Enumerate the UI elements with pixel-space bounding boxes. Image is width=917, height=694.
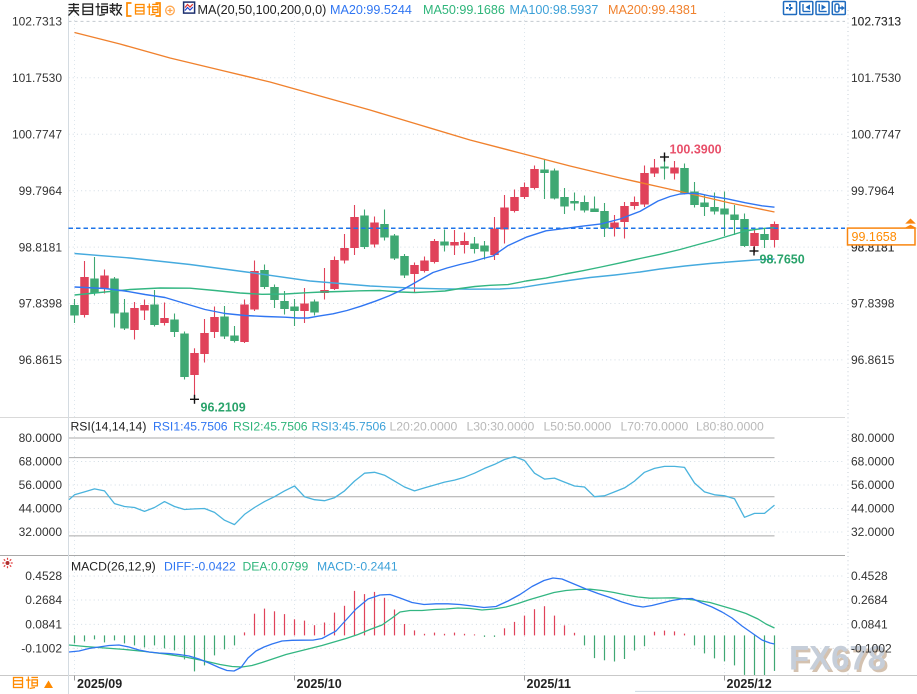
svg-text:RSI1:45.7506: RSI1:45.7506 — [153, 420, 228, 434]
svg-text:0.2684: 0.2684 — [25, 593, 62, 607]
svg-text:MA50:99.1686: MA50:99.1686 — [423, 3, 505, 17]
svg-text:32.0000: 32.0000 — [19, 525, 63, 539]
svg-text:32.0000: 32.0000 — [851, 525, 895, 539]
svg-text:L20:20.0000: L20:20.0000 — [390, 420, 458, 434]
svg-text:-0.1002: -0.1002 — [851, 642, 892, 656]
svg-text:101.7530: 101.7530 — [851, 71, 901, 85]
svg-text:MA20:99.5244: MA20:99.5244 — [330, 3, 412, 17]
svg-text:L80:80.0000: L80:80.0000 — [696, 420, 764, 434]
svg-text:102.7313: 102.7313 — [851, 15, 901, 29]
svg-text:68.0000: 68.0000 — [851, 455, 895, 469]
svg-text:100.7747: 100.7747 — [851, 127, 901, 141]
svg-text:2025/11: 2025/11 — [527, 677, 572, 691]
svg-text:L50:50.0000: L50:50.0000 — [544, 420, 612, 434]
svg-text:DIFF:-0.0422: DIFF:-0.0422 — [164, 560, 236, 574]
svg-text:98.8181: 98.8181 — [19, 240, 63, 254]
svg-text:0.0841: 0.0841 — [851, 618, 888, 632]
svg-text:-0.1002: -0.1002 — [21, 642, 62, 656]
svg-text:98.7650: 98.7650 — [760, 253, 805, 267]
svg-text:101.7530: 101.7530 — [12, 71, 62, 85]
svg-text:RSI2:45.7506: RSI2:45.7506 — [233, 420, 308, 434]
svg-text:0.4528: 0.4528 — [851, 569, 888, 583]
svg-text:99.1658: 99.1658 — [852, 230, 897, 244]
svg-text:0.0841: 0.0841 — [25, 618, 62, 632]
svg-text:44.0000: 44.0000 — [851, 502, 895, 516]
svg-text:FX678: FX678 — [789, 640, 886, 678]
svg-text:100.3900: 100.3900 — [670, 143, 722, 157]
svg-text:FX678: FX678 — [792, 642, 889, 680]
svg-text:96.2109: 96.2109 — [201, 401, 246, 415]
svg-text:0.4528: 0.4528 — [25, 569, 62, 583]
svg-text:MA100:98.5937: MA100:98.5937 — [510, 3, 599, 17]
svg-text:0.2684: 0.2684 — [851, 593, 888, 607]
svg-text:MACD:-0.2441: MACD:-0.2441 — [317, 560, 398, 574]
svg-text:96.8615: 96.8615 — [19, 353, 63, 367]
svg-text:56.0000: 56.0000 — [19, 478, 63, 492]
svg-text:MACD(26,12,9): MACD(26,12,9) — [71, 560, 156, 574]
svg-text:97.8398: 97.8398 — [19, 297, 63, 311]
svg-text:96.8615: 96.8615 — [851, 353, 895, 367]
svg-text:56.0000: 56.0000 — [851, 478, 895, 492]
svg-text:80.0000: 80.0000 — [19, 431, 63, 445]
svg-text:MA200:99.4381: MA200:99.4381 — [608, 3, 697, 17]
svg-text:2025/12: 2025/12 — [727, 677, 772, 691]
svg-text:99.7964: 99.7964 — [851, 184, 895, 198]
svg-text:100.7747: 100.7747 — [12, 127, 62, 141]
svg-text:44.0000: 44.0000 — [19, 502, 63, 516]
svg-text:L70:70.0000: L70:70.0000 — [621, 420, 689, 434]
svg-text:99.7964: 99.7964 — [19, 184, 63, 198]
svg-text:2025/09: 2025/09 — [77, 677, 122, 691]
svg-text:RSI(14,14,14): RSI(14,14,14) — [71, 420, 147, 434]
svg-text:RSI3:45.7506: RSI3:45.7506 — [312, 420, 387, 434]
svg-text:68.0000: 68.0000 — [19, 455, 63, 469]
svg-text:102.7313: 102.7313 — [851, 15, 901, 29]
svg-text:DEA:0.0799: DEA:0.0799 — [243, 560, 309, 574]
svg-text:L30:30.0000: L30:30.0000 — [467, 420, 535, 434]
svg-text:80.0000: 80.0000 — [851, 431, 895, 445]
svg-text:97.8398: 97.8398 — [851, 297, 895, 311]
svg-text:102.7313: 102.7313 — [12, 15, 62, 29]
svg-text:2025/10: 2025/10 — [297, 677, 342, 691]
svg-text:MA(20,50,100,200,0,0): MA(20,50,100,200,0,0) — [198, 3, 327, 17]
